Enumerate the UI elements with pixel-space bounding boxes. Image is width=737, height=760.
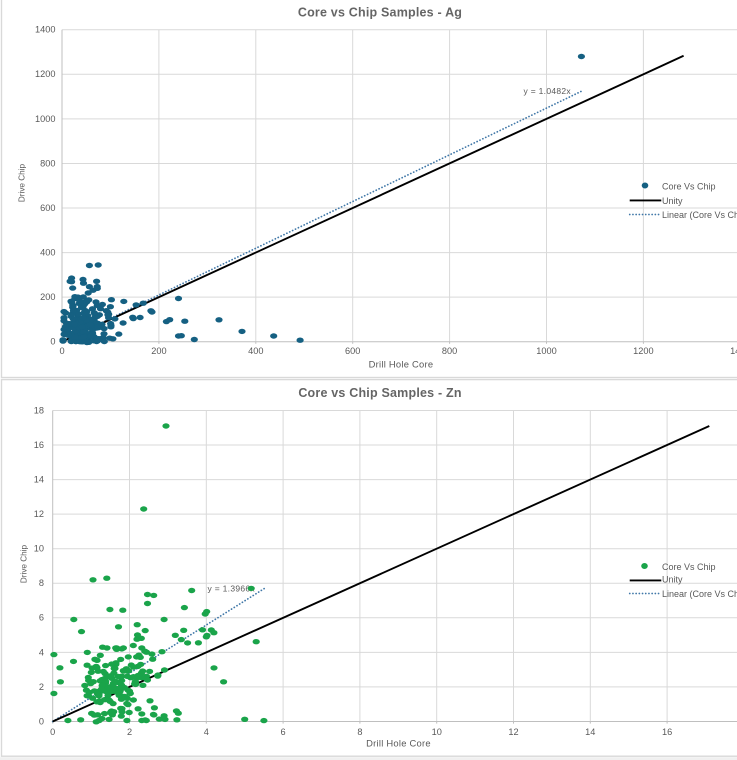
svg-text:y = 1.3966x: y = 1.3966x [208,583,256,593]
svg-text:600: 600 [40,203,55,213]
svg-text:10: 10 [34,544,44,554]
svg-text:12: 12 [508,727,518,737]
svg-text:Core vs Chip Samples - Ag: Core vs Chip Samples - Ag [298,6,462,20]
svg-text:Drive Chip: Drive Chip [20,544,29,583]
svg-text:8: 8 [39,578,44,588]
svg-text:800: 800 [442,346,457,356]
svg-text:0: 0 [50,727,55,737]
svg-text:14: 14 [585,727,595,737]
svg-text:200: 200 [151,346,166,356]
svg-text:Drive Chip: Drive Chip [18,163,27,202]
svg-text:1000: 1000 [35,114,55,124]
svg-text:18: 18 [34,405,44,415]
svg-text:Core Vs Chip: Core Vs Chip [662,182,716,192]
svg-text:16: 16 [34,440,44,450]
svg-text:Core Vs Chip: Core Vs Chip [662,562,716,572]
svg-text:y = 1.0482x: y = 1.0482x [524,86,572,96]
svg-text:Core vs Chip Samples - Zn: Core vs Chip Samples - Zn [298,386,461,400]
svg-text:1200: 1200 [35,69,55,79]
svg-text:Drill Hole Core: Drill Hole Core [366,738,431,749]
svg-text:10: 10 [432,727,442,737]
svg-text:4: 4 [39,647,44,657]
svg-text:Unity: Unity [662,196,683,206]
svg-text:6: 6 [281,727,286,737]
svg-text:0: 0 [39,716,44,726]
svg-text:16: 16 [662,727,672,737]
svg-text:4: 4 [204,727,209,737]
svg-text:400: 400 [40,248,55,258]
svg-text:600: 600 [345,346,360,356]
svg-text:0: 0 [50,337,55,347]
svg-text:2: 2 [127,727,132,737]
svg-text:Unity: Unity [662,575,683,585]
svg-text:1200: 1200 [633,346,653,356]
svg-text:14: 14 [34,475,44,485]
svg-text:1000: 1000 [536,346,556,356]
svg-text:0: 0 [59,346,64,356]
svg-text:Linear (Core Vs Chip): Linear (Core Vs Chip) [662,210,737,220]
svg-text:Linear (Core Vs Chip): Linear (Core Vs Chip) [662,589,737,599]
svg-text:Drill Hole Core: Drill Hole Core [369,358,434,369]
svg-text:1400: 1400 [35,25,55,35]
svg-text:8: 8 [357,727,362,737]
svg-text:1400: 1400 [730,346,737,356]
svg-text:200: 200 [40,292,55,302]
svg-text:400: 400 [248,346,263,356]
svg-text:800: 800 [40,158,55,168]
svg-text:6: 6 [39,613,44,623]
svg-text:2: 2 [39,682,44,692]
svg-text:12: 12 [34,509,44,519]
